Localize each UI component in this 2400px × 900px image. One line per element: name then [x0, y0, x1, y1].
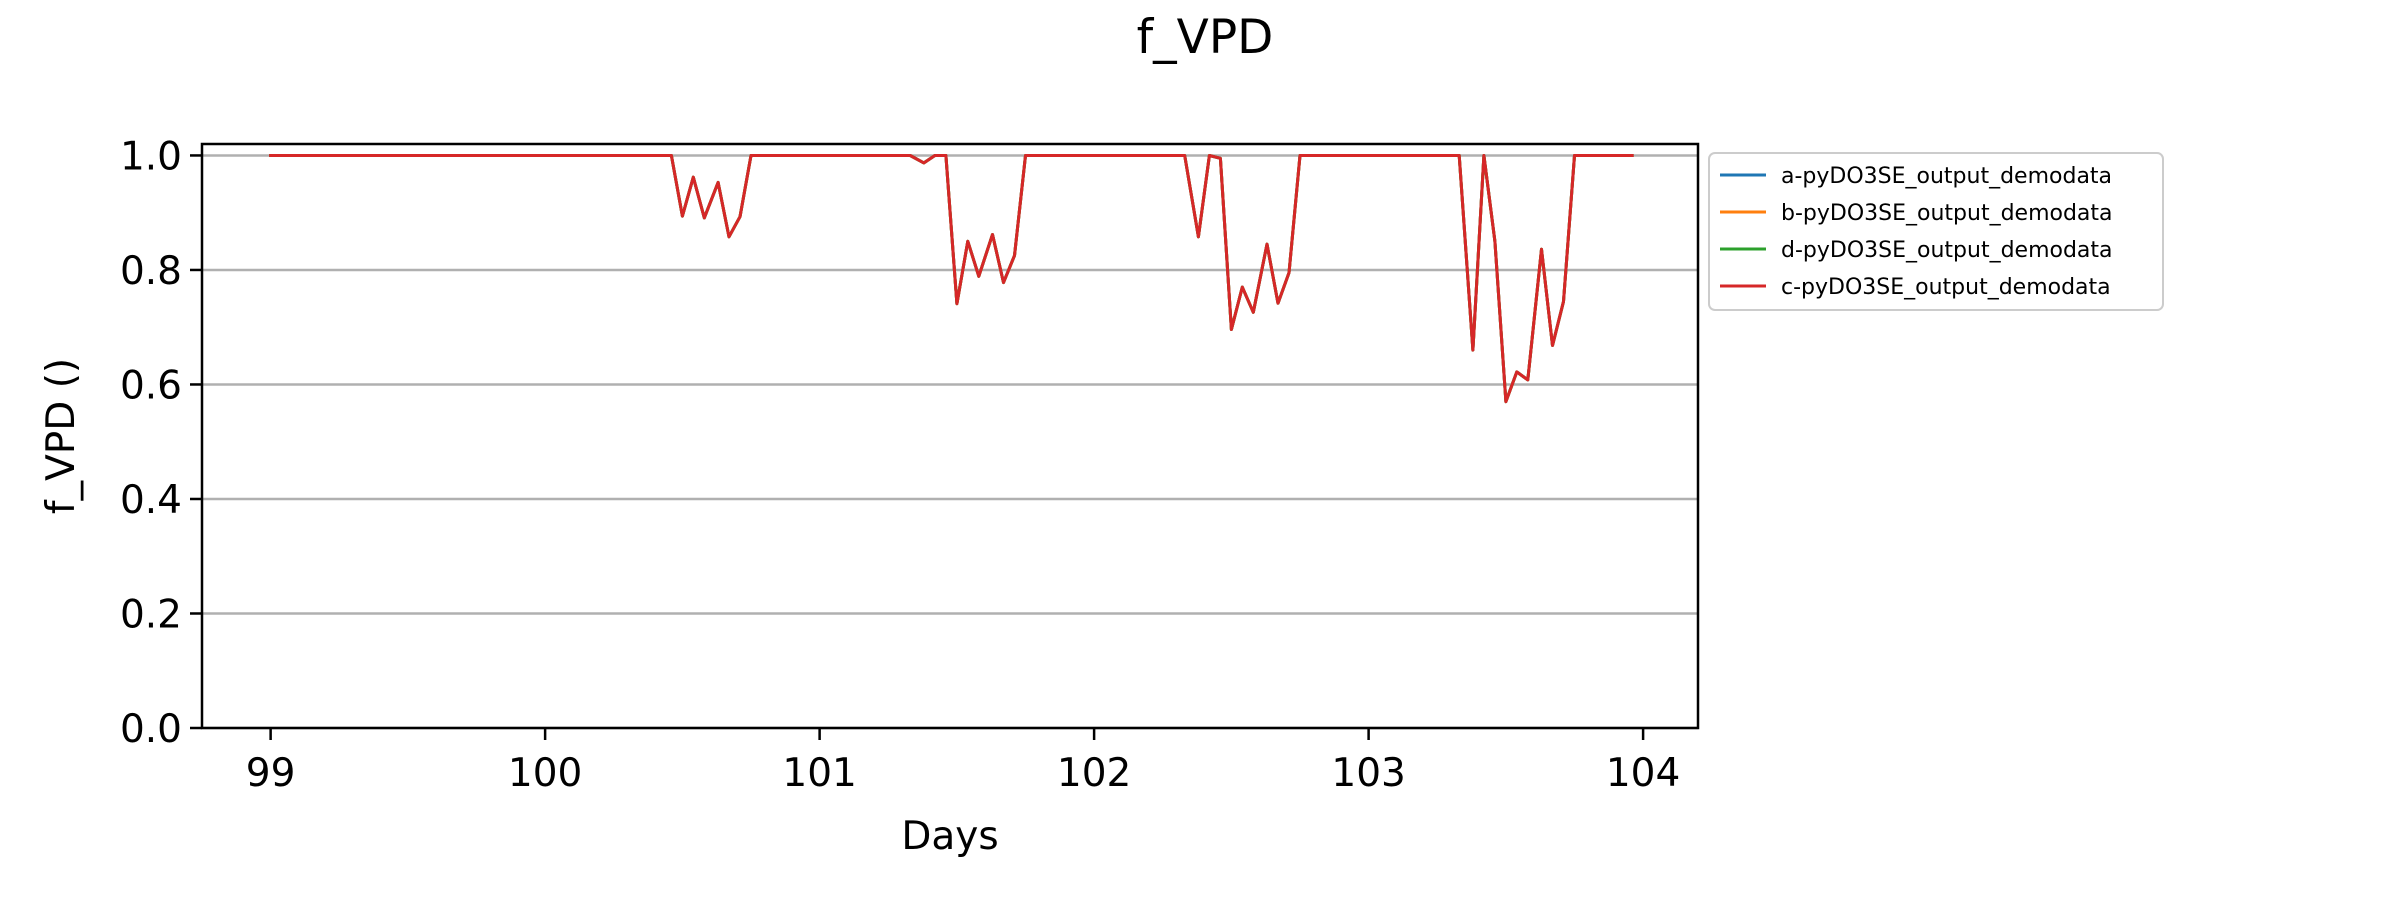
y-tick-label: 0.8: [120, 249, 182, 294]
legend-label: c-pyDO3SE_output_demodata: [1781, 275, 2111, 300]
y-tick-label: 0.6: [120, 363, 182, 408]
y-tick-label: 0.0: [120, 707, 182, 752]
series-lines: [269, 154, 1634, 404]
x-tick-label: 99: [246, 751, 296, 796]
y-tick-label: 0.4: [120, 478, 182, 523]
plot-frame: [200, 142, 1700, 730]
legend-label: a-pyDO3SE_output_demodata: [1781, 164, 2112, 189]
legend: a-pyDO3SE_output_demodata b-pyDO3SE_outpu…: [1708, 152, 2164, 311]
y-tick-label: 1.0: [120, 134, 182, 179]
x-tick-label: 102: [1057, 751, 1131, 796]
y-tick-label: 0.2: [120, 592, 182, 637]
x-tick-label: 101: [782, 751, 856, 796]
x-tick-label: 100: [508, 751, 582, 796]
series-line: [269, 154, 1634, 404]
legend-label: b-pyDO3SE_output_demodata: [1781, 201, 2113, 226]
y-axis: 0.0 0.2 0.4 0.6 0.8 1.0: [120, 134, 202, 752]
x-tick-label: 103: [1331, 751, 1405, 796]
legend-frame: [1708, 152, 2164, 311]
legend-label: d-pyDO3SE_output_demodata: [1781, 238, 2113, 263]
x-axis-title: Days: [901, 814, 998, 859]
x-axis: 99 100 101 102 103 104: [246, 728, 1680, 796]
x-tick-label: 104: [1606, 751, 1680, 796]
y-axis-title: f_VPD (): [39, 358, 84, 514]
chart-title: f_VPD: [1137, 10, 1274, 65]
